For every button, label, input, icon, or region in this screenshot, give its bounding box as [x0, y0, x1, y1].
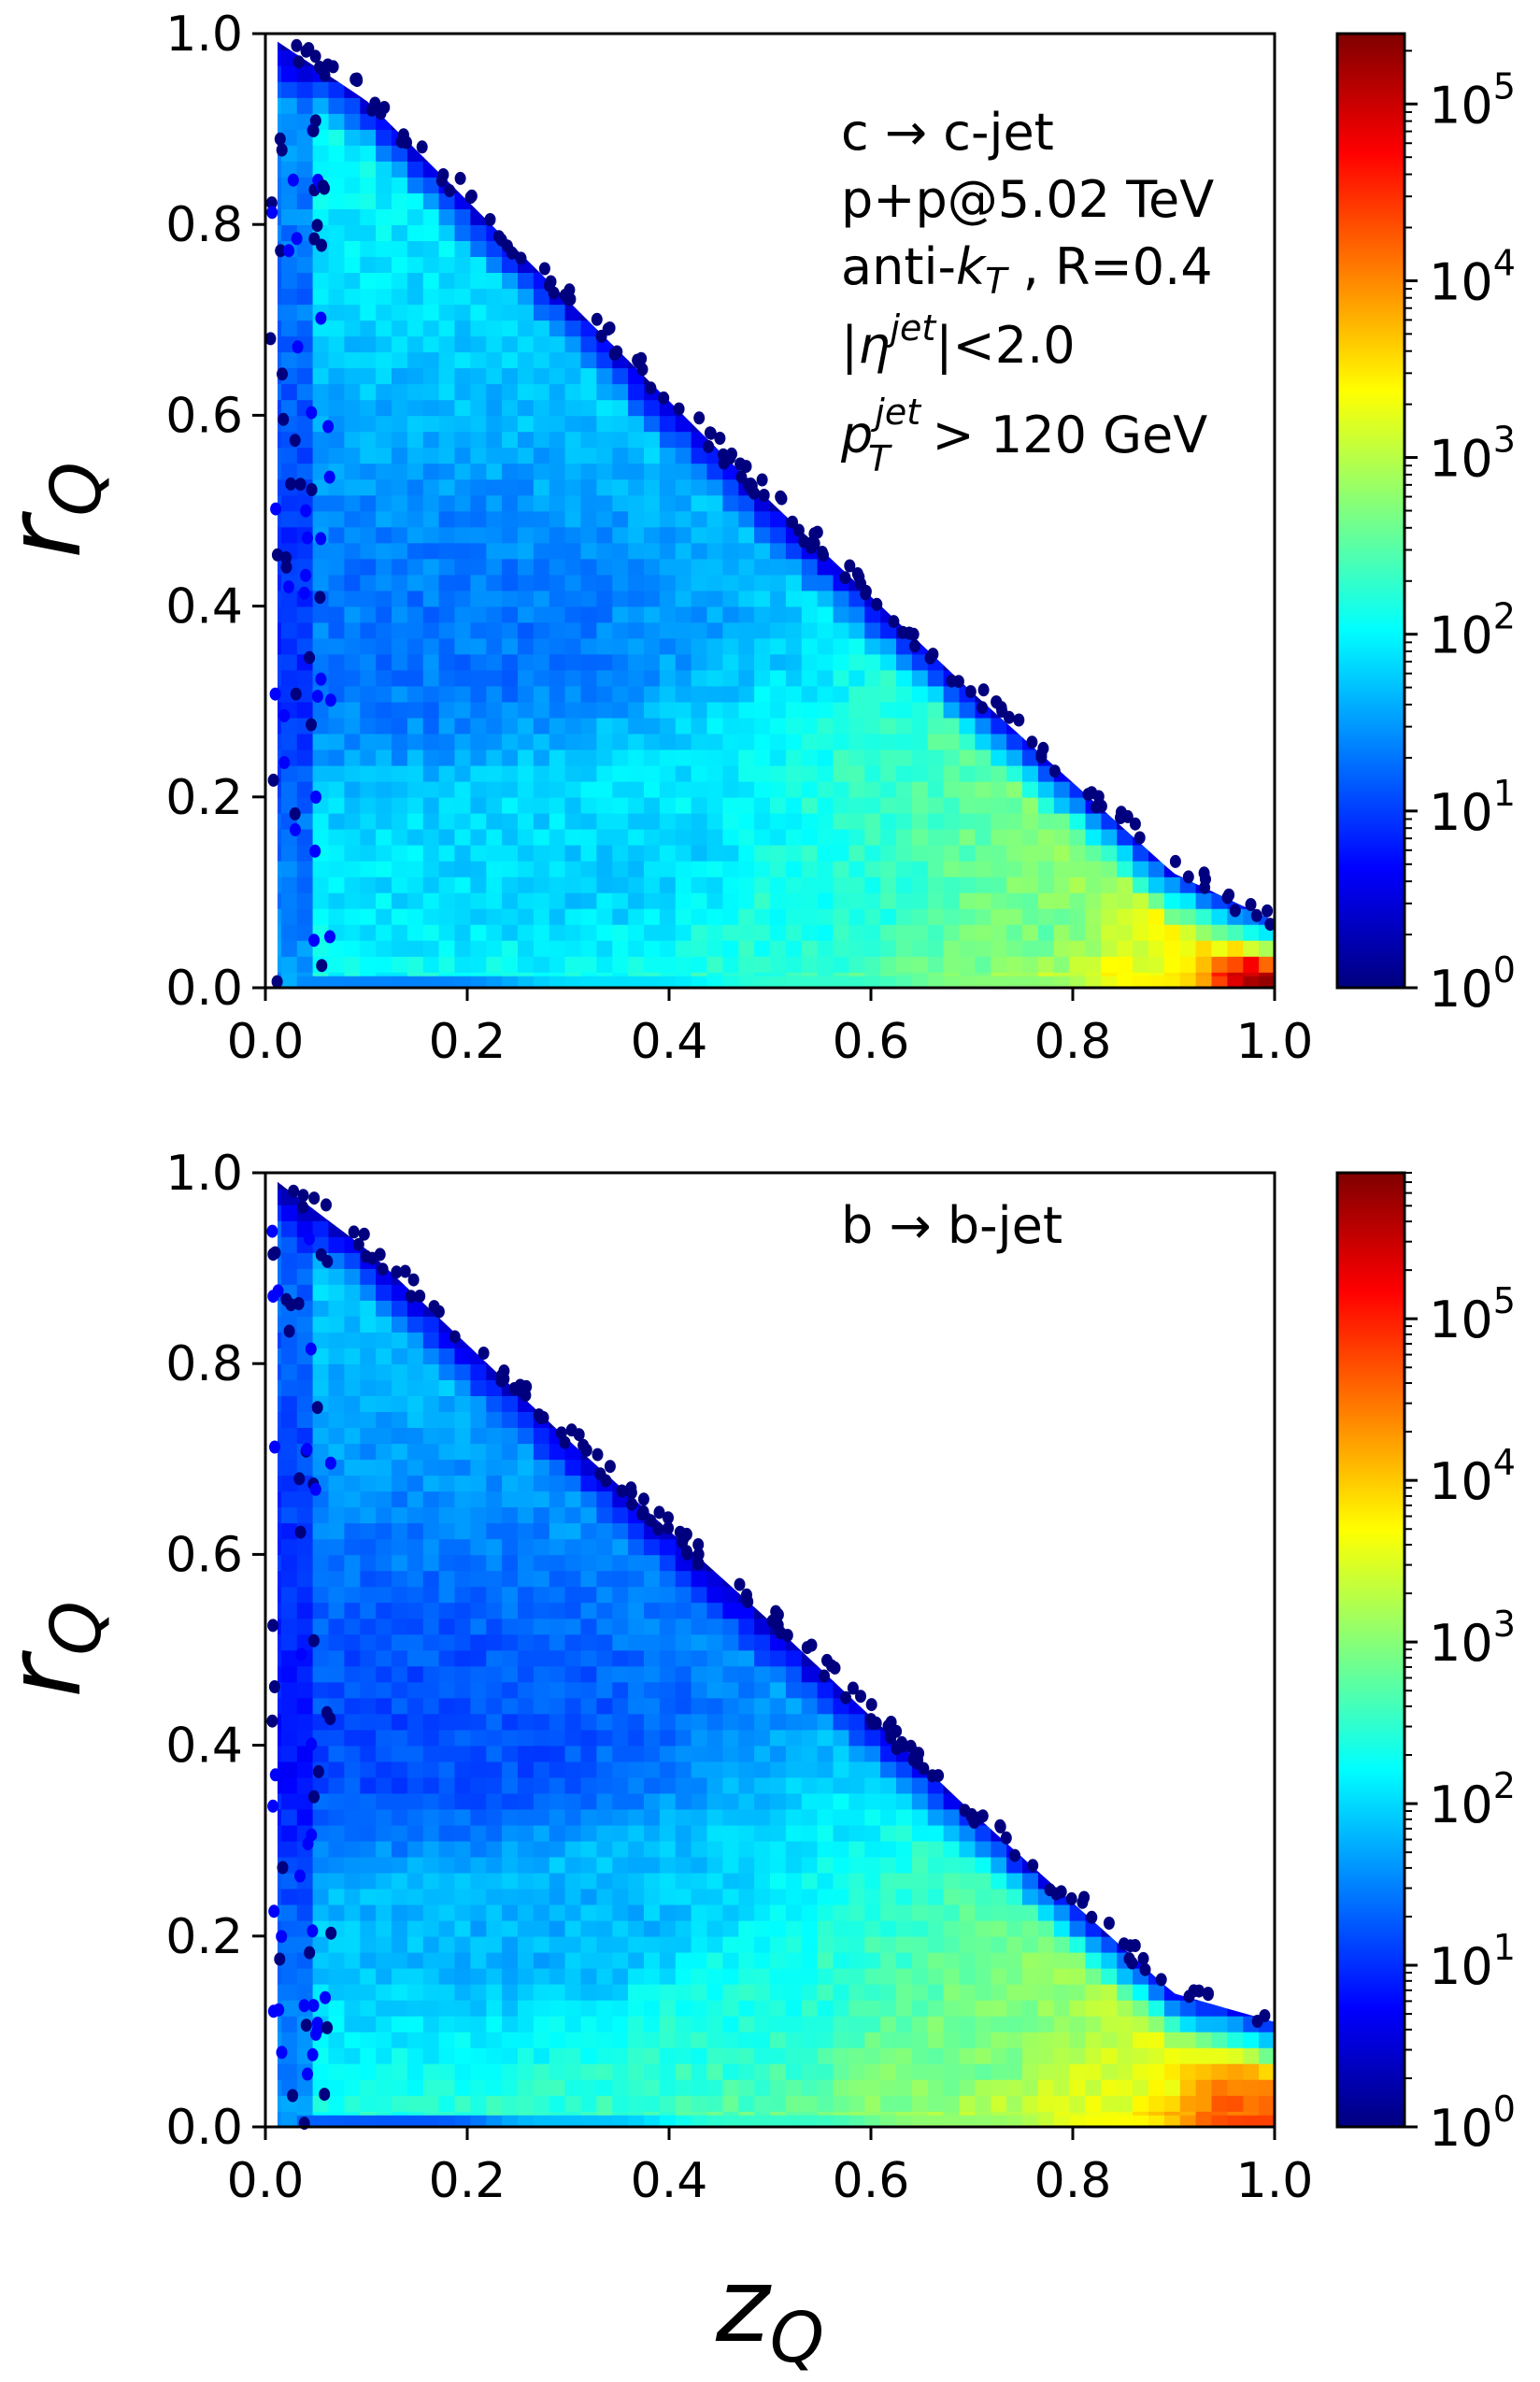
bottom-heatmap-edge — [266, 1184, 1271, 2131]
bottom-plot-frame — [264, 1171, 1276, 2129]
bottom-colorbar-ticks: 100 101 102 103 104 105 — [1405, 1172, 1516, 2158]
x-tick-label: 1.0 — [1236, 1014, 1314, 1070]
top-algorithm-label: anti-kT , R=0.4 — [841, 237, 1213, 302]
x-tick-label: 0.8 — [1034, 1014, 1112, 1070]
x-tick-label: 0.0 — [227, 1014, 305, 1070]
colorbar-tick-label: 105 — [1429, 1280, 1516, 1349]
x-tick-label: 1.0 — [1236, 2153, 1314, 2209]
top-heatmap-edge — [264, 38, 1276, 989]
x-tick-label: 0.8 — [1034, 2153, 1112, 2209]
x-tick-label: 0.0 — [227, 2153, 305, 2209]
colorbar-tick-label: 104 — [1429, 1442, 1516, 1511]
top-x-ticks: 0.0 0.2 0.4 0.6 0.8 1.0 — [227, 988, 1314, 1070]
colorbar-tick-label: 105 — [1429, 65, 1516, 135]
bottom-x-ticks: 0.0 0.2 0.4 0.6 0.8 1.0 — [227, 2127, 1314, 2209]
top-process-label: c → c-jet — [841, 103, 1054, 162]
y-tick-label: 1.0 — [165, 7, 243, 63]
colorbar-tick-label: 103 — [1429, 420, 1516, 489]
top-colorbar — [1335, 32, 1406, 990]
y-tick-label: 0.6 — [165, 388, 243, 444]
top-colorbar-ticks: 100 101 102 103 104 105 — [1405, 50, 1516, 1019]
top-eta-cut-label: |ηjet|<2.0 — [841, 307, 1076, 375]
top-annotations: c → c-jet p+p@5.02 TeV anti-kT , R=0.4 |… — [840, 103, 1214, 479]
x-tick-label: 0.4 — [631, 1014, 708, 1070]
bottom-heatmap — [266, 1181, 1276, 2131]
x-axis-label: zQ — [715, 2246, 824, 2378]
top-pt-cut-label: pjet T > 120 GeV — [840, 392, 1207, 479]
bottom-colorbar — [1335, 1171, 1406, 2129]
bottom-y-axis-label: rQ — [0, 1601, 117, 1697]
colorbar-tick-label: 104 — [1429, 242, 1516, 311]
top-heatmap — [264, 38, 1276, 989]
y-tick-label: 0.4 — [165, 1719, 243, 1775]
y-tick-label: 0.8 — [165, 1336, 243, 1392]
x-tick-label: 0.4 — [631, 2153, 708, 2209]
top-heatmap-cells — [277, 41, 1276, 989]
colorbar-tick-label: 102 — [1429, 1765, 1516, 1834]
top-y-axis-label: rQ — [0, 462, 117, 558]
bottom-panel: 0.0 0.2 0.4 0.6 0.8 1.0 0.0 0.2 0.4 0.6 0.8 1.0 b … — [165, 1146, 1516, 2209]
bottom-annotations: b → b-jet — [841, 1196, 1062, 1255]
top-y-ticks: 0.0 0.2 0.4 0.6 0.8 1.0 — [165, 7, 265, 1017]
x-tick-label: 0.2 — [429, 1014, 506, 1070]
bottom-heatmap-cells — [277, 1181, 1276, 2127]
top-plot-frame — [264, 32, 1276, 990]
x-tick-label: 0.6 — [833, 1014, 910, 1070]
top-panel: 0.0 0.2 0.4 0.6 0.8 1.0 0.0 0.2 0.4 0.6 0.8 1.0 c … — [165, 7, 1516, 1070]
colorbar-tick-label: 103 — [1429, 1604, 1516, 1673]
x-tick-label: 0.2 — [429, 2153, 506, 2209]
x-tick-label: 0.6 — [833, 2153, 910, 2209]
bottom-process-label: b → b-jet — [841, 1196, 1062, 1255]
top-collision-label: p+p@5.02 TeV — [841, 170, 1214, 229]
y-tick-label: 0.8 — [165, 197, 243, 253]
colorbar-tick-label: 102 — [1429, 596, 1516, 665]
colorbar-tick-label: 100 — [1429, 2089, 1516, 2158]
colorbar-tick-label: 100 — [1429, 949, 1516, 1019]
colorbar-tick-label: 101 — [1429, 1927, 1516, 1996]
y-tick-label: 0.2 — [165, 1909, 243, 1965]
bottom-y-ticks: 0.0 0.2 0.4 0.6 0.8 1.0 — [165, 1146, 265, 2156]
y-tick-label: 0.0 — [165, 2100, 243, 2156]
colorbar-tick-label: 101 — [1429, 773, 1516, 842]
y-tick-label: 1.0 — [165, 1146, 243, 1202]
y-tick-label: 0.2 — [165, 770, 243, 826]
y-tick-label: 0.0 — [165, 961, 243, 1017]
y-tick-label: 0.4 — [165, 579, 243, 635]
y-tick-label: 0.6 — [165, 1527, 243, 1583]
